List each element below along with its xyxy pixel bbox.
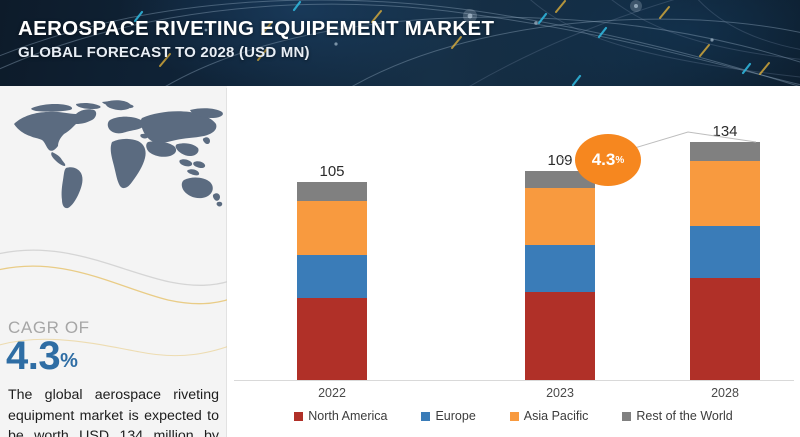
axis-label-2022: 2022 [318, 386, 346, 400]
legend-swatch-north-america [294, 411, 304, 421]
cagr-leader-line [560, 131, 757, 161]
sidebar-description: The global aerospace riveting equipment … [8, 387, 219, 437]
header-banner: AEROSPACE RIVETING EQUIPEMENT MARKET GLO… [0, 0, 800, 86]
legend-swatch-europe [421, 411, 431, 421]
cagr-bubble: 4.3% [575, 134, 641, 186]
segment-rest-of-the-world-2022[interactable] [297, 182, 367, 201]
segment-europe-2023[interactable] [525, 245, 595, 292]
legend-item-rest-of-the-world[interactable]: Rest of the World [622, 409, 733, 423]
header-title-group: AEROSPACE RIVETING EQUIPEMENT MARKET GLO… [18, 17, 494, 63]
legend-item-north-america[interactable]: North America [294, 409, 387, 423]
cagr-number: 4.3 [6, 334, 61, 378]
legend-label-asia-pacific: Asia Pacific [523, 409, 589, 423]
bar-total-2022: 105 [319, 163, 345, 180]
axis-label-2023: 2023 [546, 386, 574, 400]
chart-baseline [234, 380, 794, 381]
legend-label-north-america: North America [308, 409, 388, 423]
segment-europe-2028[interactable] [690, 226, 760, 278]
cagr-value: 4.3% [6, 334, 78, 383]
world-map-svg [14, 100, 223, 209]
sidebar-panel: CAGR OF 4.3% The global aerospace riveti… [0, 86, 227, 437]
page-title: AEROSPACE RIVETING EQUIPEMENT MARKET [18, 17, 495, 40]
bar-2023[interactable] [525, 171, 595, 380]
segment-north-america-2023[interactable] [525, 292, 595, 380]
segment-asia-pacific-2028[interactable] [690, 161, 760, 226]
bar-2028[interactable] [690, 142, 760, 380]
segment-europe-2022[interactable] [297, 255, 367, 298]
axis-label-2028: 2028 [711, 386, 739, 400]
bar-total-2023: 109 [547, 152, 573, 169]
legend-label-rest-of-the-world: Rest of the World [636, 409, 733, 423]
segment-rest-of-the-world-2028[interactable] [690, 142, 760, 161]
segment-rest-of-the-world-2023[interactable] [525, 171, 595, 188]
legend-item-europe[interactable]: Europe [421, 409, 476, 423]
world-map-icon [2, 94, 225, 214]
chart-legend: North America Europe Asia Pacific Rest o… [227, 404, 800, 428]
page-subtitle: GLOBAL FORECAST TO 2028 (USD MN) [18, 44, 310, 61]
legend-swatch-rest-of-the-world [622, 411, 632, 421]
segment-asia-pacific-2023[interactable] [525, 188, 595, 245]
segment-north-america-2028[interactable] [690, 278, 760, 380]
cagr-bubble-percent-sign: % [615, 154, 625, 166]
segment-north-america-2022[interactable] [297, 298, 367, 380]
header-network-graphic [0, 0, 800, 86]
segment-asia-pacific-2022[interactable] [297, 201, 367, 255]
legend-item-asia-pacific[interactable]: Asia Pacific [509, 409, 589, 423]
cagr-bubble-value: 4.3 [591, 150, 616, 169]
bar-2022[interactable] [297, 182, 367, 380]
cagr-label: CAGR OF [8, 318, 90, 337]
legend-swatch-asia-pacific [509, 411, 519, 421]
cagr-percent-sign: % [60, 350, 78, 372]
legend-label-europe: Europe [435, 409, 476, 423]
bar-total-2028: 134 [712, 123, 738, 140]
